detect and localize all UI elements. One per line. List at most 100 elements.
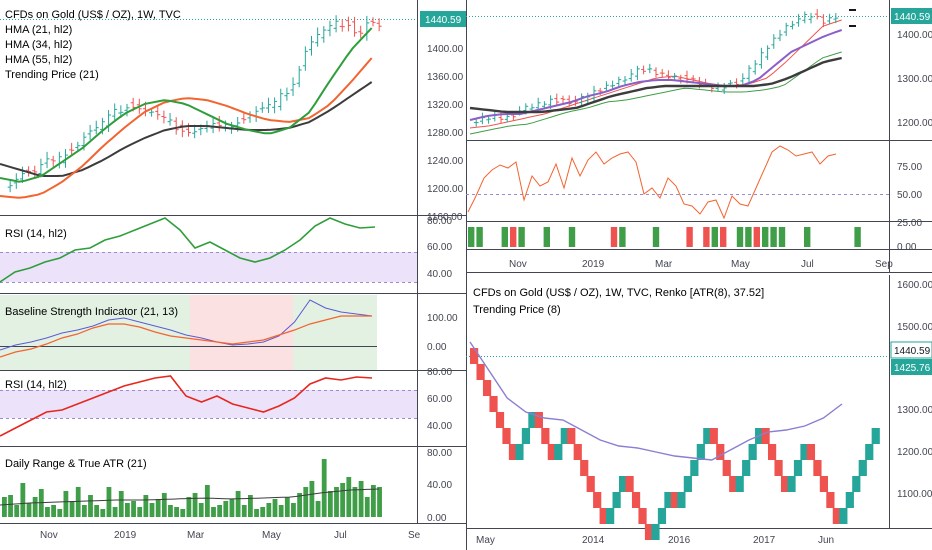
time-tick: Sep — [875, 259, 893, 270]
renko-brick — [813, 460, 822, 476]
time-tick: Mar — [655, 259, 673, 270]
right-top-price-axis[interactable]: 1400.00 1300.00 1200.00 — [897, 30, 932, 129]
right-top-time-axis[interactable]: Nov 2019 Mar May Jul Sep — [509, 259, 893, 270]
candle — [814, 9, 820, 20]
time-tick: Jul — [334, 530, 347, 541]
candle — [358, 25, 364, 39]
atr-bar — [291, 503, 296, 517]
price-tick: 1600.00 — [897, 280, 932, 291]
renko-pane: CFDs on Gold (US$ / OZ), 1W, TVC, Renko … — [466, 280, 932, 540]
renko-brick — [729, 476, 738, 492]
atr-bar — [321, 459, 327, 517]
right-top-signal-pane: 0.00 — [468, 227, 917, 253]
atr-bar — [186, 497, 192, 517]
time-tick: Se — [408, 530, 421, 541]
time-tick: Nov — [509, 259, 527, 270]
candle — [827, 13, 832, 24]
signal-bar — [468, 227, 475, 247]
candle — [666, 70, 671, 81]
last-price-label: 1440.59 — [894, 346, 931, 357]
atr-bar — [2, 497, 7, 517]
candle — [75, 141, 81, 152]
renko-brick — [780, 476, 790, 492]
trending-price-line — [469, 341, 843, 461]
signal-bar — [753, 227, 760, 247]
atr-bar — [155, 499, 161, 517]
price-tick: 1200.00 — [897, 447, 932, 458]
renko-time-axis[interactable]: May 2014 2016 2017 Jun — [476, 535, 834, 546]
trend-band-upper — [469, 19, 842, 129]
right-top-rsi-axis[interactable]: 75.00 50.00 25.00 — [897, 162, 922, 229]
candle — [566, 95, 572, 107]
rsi-axis-tick: 75.00 — [897, 162, 922, 173]
renko-brick — [716, 444, 725, 460]
renko-brick — [560, 428, 569, 444]
atr-bar-series — [2, 459, 382, 517]
candle — [50, 155, 56, 167]
renko-price-badge — [891, 359, 932, 375]
renko-brick — [528, 412, 537, 428]
left-rsi-pane-1: RSI (14, hl2) 80.00 60.00 40.00 — [0, 216, 452, 283]
candle — [167, 113, 173, 126]
atr-bar — [81, 505, 87, 517]
trend-band-lower — [469, 51, 842, 135]
renko-brick — [690, 460, 699, 476]
time-tick: Nov — [40, 530, 58, 541]
atr-bar — [334, 487, 339, 517]
candle — [93, 120, 99, 135]
hma55-line — [0, 81, 373, 177]
renko-brick — [735, 476, 744, 492]
renko-brick — [644, 524, 654, 540]
left-time-axis[interactable]: Nov 2019 Mar May Jul Se — [40, 530, 421, 541]
candle — [339, 19, 345, 32]
rsi-axis-tick: 25.00 — [897, 218, 922, 229]
candle — [38, 158, 44, 178]
candle — [616, 76, 622, 87]
candle — [364, 15, 370, 41]
price-tick: 1300.00 — [897, 74, 932, 85]
renko-price-axis[interactable]: 1600.00 1500.00 1300.00 1200.00 1100.00 — [897, 280, 932, 500]
renko-brick — [832, 508, 841, 524]
atr-bar — [303, 487, 309, 517]
atr-bar — [198, 503, 204, 517]
signal-bar — [745, 227, 752, 247]
signal-bar — [510, 227, 517, 247]
atr-bar — [57, 509, 63, 517]
rsi-axis-tick: 50.00 — [897, 190, 922, 201]
candle — [628, 69, 634, 82]
atr-bar — [211, 507, 216, 517]
candle — [765, 45, 770, 60]
signal-bar — [619, 227, 626, 247]
rsi-line — [0, 375, 373, 437]
rsi-axis-tick: 40.00 — [427, 269, 452, 280]
atr-bar — [143, 495, 149, 517]
atr-bar — [112, 507, 118, 517]
renko-brick — [482, 380, 492, 396]
atr-bar — [346, 477, 352, 517]
renko-price-label: 1425.76 — [894, 363, 931, 374]
candle — [87, 124, 93, 140]
candle — [759, 47, 764, 69]
signal-bar-series — [468, 227, 861, 247]
renko-brick — [670, 492, 680, 508]
atr-bar — [106, 487, 112, 517]
left-price-axis[interactable]: 1400.00 1360.00 1320.00 1280.00 1240.00 … — [427, 44, 464, 223]
renko-brick — [631, 492, 641, 508]
time-tick: Jun — [818, 535, 834, 546]
atr-bar — [100, 509, 106, 517]
candle — [69, 142, 75, 157]
candle — [296, 65, 302, 88]
price-tick: 1160.00 — [427, 212, 463, 223]
price-tick: 1400.00 — [427, 44, 464, 55]
candle — [777, 29, 783, 42]
right-top-price-pane: 1440.59 1400.00 1300.00 1200.00 — [466, 8, 932, 135]
candle — [560, 95, 566, 104]
candle — [272, 97, 278, 114]
last-price-badge — [890, 341, 932, 359]
atr-bar — [20, 483, 26, 517]
renko-brick — [502, 428, 511, 444]
renko-brick — [625, 476, 634, 492]
atr-axis-tick: 0.00 — [427, 513, 447, 524]
atr-bar — [272, 499, 278, 517]
atr-bar — [217, 505, 223, 517]
